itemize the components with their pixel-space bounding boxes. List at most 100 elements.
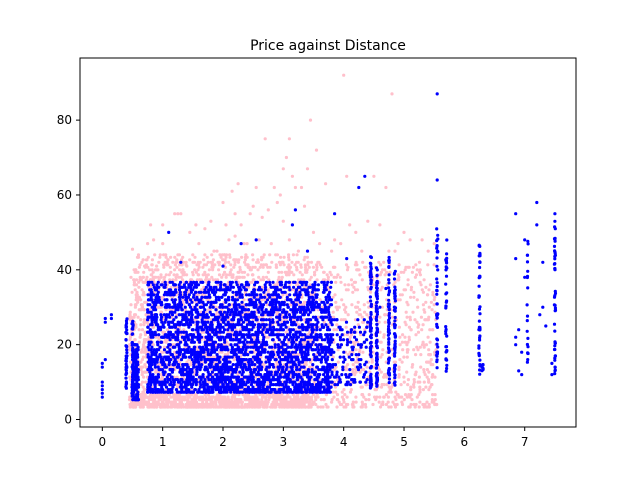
scatter-point-series-1 [276,253,279,256]
scatter-point-series-1 [264,263,267,266]
scatter-point-series-1 [142,258,145,261]
scatter-point-series-1 [345,326,348,329]
scatter-point-series-2 [157,281,160,284]
scatter-point-series-1 [256,258,259,261]
scatter-point-series-1 [228,253,231,256]
scatter-point-series-1 [205,398,208,401]
scatter-point-series-1 [184,403,187,406]
scatter-point-series-1 [350,303,353,306]
scatter-point-series-1 [129,361,132,364]
scatter-point-series-1 [156,401,159,404]
scatter-point-series-2 [292,286,295,289]
scatter-point-series-1 [317,261,320,264]
scatter-point-series-1 [342,405,345,408]
scatter-point-series-1 [423,371,426,374]
scatter-point-series-1 [143,308,146,311]
scatter-point-series-1 [364,398,367,401]
scatter-point-series-1 [394,398,397,401]
scatter-point-series-1 [137,316,140,319]
scatter-point-series-1 [326,273,329,276]
scatter-point-series-1 [224,258,227,261]
scatter-point-series-1 [355,311,358,314]
scatter-point-series-1 [236,276,239,279]
scatter-point-series-1 [343,393,346,396]
scatter-point-series-1 [417,331,420,334]
scatter-point-series-1 [310,261,313,264]
scatter-point-series-1 [427,388,430,391]
scatter-point-series-1 [144,381,147,384]
scatter-point-series-1 [285,271,288,274]
scatter-point-series-1 [251,273,254,276]
scatter-point-series-1 [257,276,260,279]
scatter-point-series-1 [422,308,425,311]
scatter-point-series-1 [404,288,407,291]
scatter-point-series-1 [224,223,227,226]
scatter-point-series-2 [267,351,270,354]
scatter-point-series-1 [266,405,269,408]
scatter-point-series-1 [133,313,136,316]
scatter-point-series-1 [330,273,333,276]
scatter-point-series-1 [341,396,344,399]
scatter-point-series-2 [154,331,157,334]
scatter-point-series-1 [145,258,148,261]
scatter-point-series-1 [417,326,420,329]
scatter-point-series-1 [409,238,412,241]
scatter-point-series-1 [418,386,421,389]
scatter-point-series-1 [270,261,273,264]
scatter-point-series-1 [173,256,176,259]
scatter-point-series-1 [131,405,134,408]
scatter-point-series-1 [433,376,436,379]
scatter-point-series-1 [387,396,390,399]
scatter-point-series-1 [413,378,416,381]
scatter-point-series-1 [142,386,145,389]
scatter-point-series-2 [179,281,182,284]
scatter-point-series-1 [174,278,177,281]
scatter-point-series-1 [416,268,419,271]
scatter-point-series-1 [137,253,140,256]
scatter-point-series-1 [355,268,358,271]
scatter-point-series-1 [290,271,293,274]
scatter-point-series-1 [418,376,421,379]
scatter-point-series-1 [382,261,385,264]
scatter-point-series-1 [401,293,404,296]
scatter-point-series-1 [188,258,191,261]
scatter-point-series-1 [295,253,298,256]
scatter-point-series-1 [303,205,306,208]
scatter-point-series-1 [227,238,230,241]
scatter-point-series-1 [267,208,270,211]
scatter-point-series-1 [339,242,342,245]
scatter-point-series-1 [272,403,275,406]
scatter-point-series-1 [295,405,298,408]
scatter-point-series-1 [139,333,142,336]
scatter-point-series-1 [405,301,408,304]
scatter-point-series-1 [166,405,169,408]
scatter-point-series-1 [423,278,426,281]
scatter-point-series-1 [222,273,225,276]
scatter-point-series-1 [408,266,411,269]
scatter-point-series-1 [428,328,431,331]
scatter-point-series-1 [419,268,422,271]
scatter-point-series-1 [234,212,237,215]
scatter-point-series-1 [218,273,221,276]
scatter-point-series-1 [153,253,156,256]
scatter-point-series-1 [146,242,149,245]
scatter-point-series-1 [309,119,312,122]
scatter-point-series-1 [282,220,285,223]
chart-title: Price against Distance [250,38,406,54]
scatter-point-series-1 [221,396,224,399]
scatter-point-series-1 [300,186,303,189]
scatter-point-series-1 [411,311,414,314]
scatter-point-series-1 [154,276,157,279]
scatter-point-series-1 [251,403,254,406]
scatter-point-series-1 [308,266,311,269]
scatter-point-series-1 [402,271,405,274]
scatter-point-series-1 [397,278,400,281]
scatter-point-series-1 [374,388,377,391]
scatter-point-series-1 [210,253,213,256]
scatter-point-series-1 [192,273,195,276]
scatter-point-series-1 [332,391,335,394]
scatter-point-series-1 [412,348,415,351]
scatter-point-series-2 [317,348,320,351]
scatter-point-series-1 [423,381,426,384]
scatter-point-series-1 [225,273,228,276]
